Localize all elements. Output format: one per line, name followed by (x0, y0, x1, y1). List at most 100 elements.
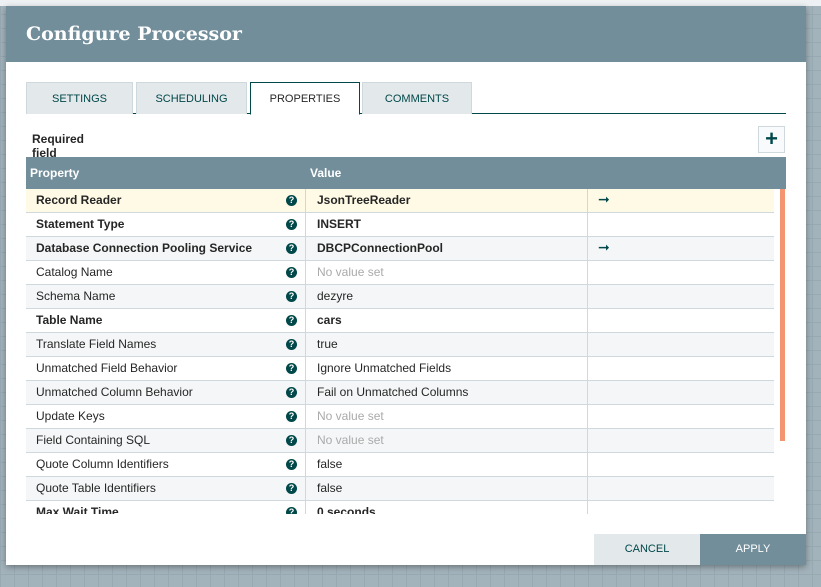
dialog-title: Configure Processor (6, 6, 806, 62)
property-name-text: Translate Field Names (36, 337, 157, 351)
help-icon[interactable]: ? (286, 435, 297, 446)
property-name-text: Schema Name (36, 289, 116, 303)
table-row[interactable]: Statement Type? INSERT (26, 213, 774, 237)
property-name-text: Quote Column Identifiers (36, 457, 169, 471)
help-icon[interactable]: ? (286, 363, 297, 374)
table-row[interactable]: Quote Table Identifiers? false (26, 477, 774, 501)
property-value[interactable]: INSERT (306, 213, 588, 236)
actions-cell (588, 381, 774, 404)
property-name-text: Database Connection Pooling Service (36, 241, 253, 255)
table-row[interactable]: Quote Column Identifiers? false (26, 453, 774, 477)
scrollbar[interactable] (780, 189, 785, 441)
column-header-property: Property (30, 166, 80, 180)
property-value[interactable]: false (306, 477, 588, 500)
help-icon[interactable]: ? (286, 243, 297, 254)
table-row[interactable]: Field Containing SQL? No value set (26, 429, 774, 453)
property-name: Update Keys? (26, 405, 306, 428)
required-field-label: Required field (32, 132, 85, 160)
apply-button[interactable]: APPLY (700, 534, 806, 565)
help-icon[interactable]: ? (286, 411, 297, 422)
help-icon[interactable]: ? (286, 219, 297, 230)
property-value[interactable]: No value set (306, 261, 588, 284)
actions-cell: ➞ (588, 189, 774, 212)
property-name: Field Containing SQL? (26, 429, 306, 452)
table-row[interactable]: Unmatched Field Behavior? Ignore Unmatch… (26, 357, 774, 381)
help-icon[interactable]: ? (286, 339, 297, 350)
tab-bar: SETTINGS SCHEDULING PROPERTIES COMMENTS (26, 82, 786, 115)
property-name: Database Connection Pooling Service? (26, 237, 306, 260)
property-name: Statement Type? (26, 213, 306, 236)
table-row[interactable]: Schema Name? dezyre (26, 285, 774, 309)
property-value[interactable]: Fail on Unmatched Columns (306, 381, 588, 404)
property-name: Quote Column Identifiers? (26, 453, 306, 476)
help-icon[interactable]: ? (286, 483, 297, 494)
property-value[interactable]: 0 seconds (306, 501, 588, 514)
actions-cell (588, 477, 774, 500)
property-value[interactable]: dezyre (306, 285, 588, 308)
property-value[interactable]: JsonTreeReader (306, 189, 588, 212)
actions-cell (588, 333, 774, 356)
table-row[interactable]: Catalog Name? No value set (26, 261, 774, 285)
canvas-background (0, 0, 821, 6)
property-name-text: Update Keys (36, 409, 105, 423)
plus-icon: + (765, 126, 778, 151)
actions-cell: ➞ (588, 237, 774, 260)
table-row[interactable]: Table Name? cars (26, 309, 774, 333)
table-row[interactable]: Update Keys? No value set (26, 405, 774, 429)
property-name: Quote Table Identifiers? (26, 477, 306, 500)
help-icon[interactable]: ? (286, 195, 297, 206)
property-name: Schema Name? (26, 285, 306, 308)
table-row[interactable]: Translate Field Names? true (26, 333, 774, 357)
property-name-text: Record Reader (36, 193, 122, 207)
property-name-text: Table Name (36, 313, 103, 327)
cancel-button[interactable]: CANCEL (594, 534, 700, 565)
property-value[interactable]: DBCPConnectionPool (306, 237, 588, 260)
property-name: Table Name? (26, 309, 306, 332)
property-name-text: Max Wait Time (36, 505, 119, 514)
actions-cell (588, 429, 774, 452)
go-to-service-arrow-icon[interactable]: ➞ (598, 239, 610, 255)
table-row[interactable]: Max Wait Time? 0 seconds (26, 501, 774, 514)
actions-cell (588, 309, 774, 332)
help-icon[interactable]: ? (286, 267, 297, 278)
property-name: Unmatched Field Behavior? (26, 357, 306, 380)
property-name: Record Reader? (26, 189, 306, 212)
help-icon[interactable]: ? (286, 507, 297, 514)
property-name: Translate Field Names? (26, 333, 306, 356)
tab-settings[interactable]: SETTINGS (26, 82, 133, 114)
actions-cell (588, 357, 774, 380)
property-name-text: Unmatched Column Behavior (36, 385, 193, 399)
properties-table: Property Value Record Reader? JsonTreeRe… (26, 157, 786, 514)
property-value[interactable]: No value set (306, 405, 588, 428)
column-header-value: Value (310, 166, 342, 180)
actions-cell (588, 453, 774, 476)
actions-cell (588, 285, 774, 308)
table-row[interactable]: Record Reader? JsonTreeReader ➞ (26, 189, 774, 213)
help-icon[interactable]: ? (286, 459, 297, 470)
property-name-text: Statement Type (36, 217, 125, 231)
property-value[interactable]: true (306, 333, 588, 356)
property-value[interactable]: false (306, 453, 588, 476)
property-value[interactable]: Ignore Unmatched Fields (306, 357, 588, 380)
actions-cell (588, 501, 774, 514)
tab-properties[interactable]: PROPERTIES (250, 82, 360, 115)
property-name-text: Catalog Name (36, 265, 113, 279)
table-row[interactable]: Unmatched Column Behavior? Fail on Unmat… (26, 381, 774, 405)
tab-scheduling[interactable]: SCHEDULING (136, 82, 247, 114)
help-icon[interactable]: ? (286, 387, 297, 398)
property-name-text: Quote Table Identifiers (36, 481, 156, 495)
property-name-text: Field Containing SQL (36, 433, 151, 447)
help-icon[interactable]: ? (286, 291, 297, 302)
table-row[interactable]: Database Connection Pooling Service? DBC… (26, 237, 774, 261)
go-to-service-arrow-icon[interactable]: ➞ (598, 191, 610, 207)
actions-cell (588, 405, 774, 428)
actions-cell (588, 213, 774, 236)
property-value[interactable]: cars (306, 309, 588, 332)
property-name: Catalog Name? (26, 261, 306, 284)
tab-comments[interactable]: COMMENTS (362, 82, 472, 114)
actions-cell (588, 261, 774, 284)
property-name: Unmatched Column Behavior? (26, 381, 306, 404)
help-icon[interactable]: ? (286, 315, 297, 326)
add-property-button[interactable]: + (758, 126, 785, 153)
property-value[interactable]: No value set (306, 429, 588, 452)
